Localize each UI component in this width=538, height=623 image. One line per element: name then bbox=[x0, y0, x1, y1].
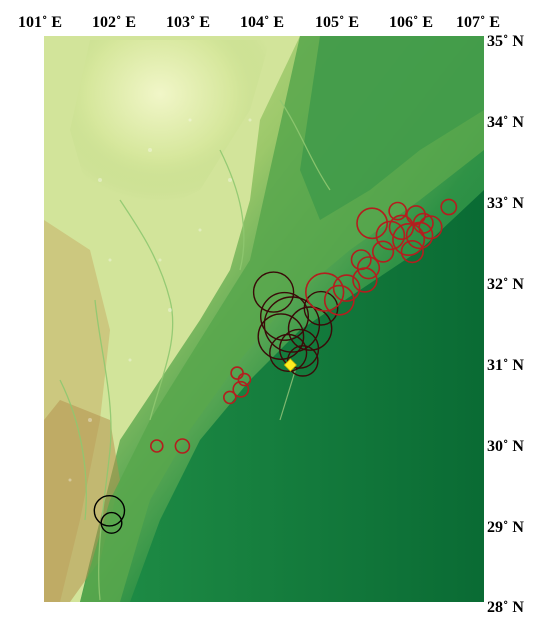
event-circle-13 bbox=[287, 306, 333, 351]
event-circle-21 bbox=[356, 256, 381, 280]
lon-label-107: 107˚ E bbox=[456, 14, 500, 31]
lon-label-104: 104˚ E bbox=[240, 14, 284, 31]
lat-label-35: 35˚ N bbox=[487, 33, 524, 50]
event-circle-27 bbox=[392, 223, 426, 257]
event-circle-0 bbox=[93, 494, 126, 527]
epicenter-diamond-icon bbox=[283, 358, 297, 372]
lat-label-30: 30˚ N bbox=[487, 438, 524, 455]
river-lines bbox=[59, 99, 331, 601]
lon-label-102: 102˚ E bbox=[92, 14, 136, 31]
event-circle-23 bbox=[372, 240, 395, 263]
event-circle-32 bbox=[405, 205, 426, 226]
event-circle-1 bbox=[100, 511, 123, 534]
event-circle-12 bbox=[269, 333, 308, 372]
event-circle-3 bbox=[174, 438, 191, 454]
terrain-northeast-ridge bbox=[300, 36, 484, 220]
event-circle-15 bbox=[260, 291, 310, 341]
terrain-basin bbox=[130, 190, 484, 602]
event-circle-2 bbox=[150, 439, 164, 453]
event-circle-8 bbox=[252, 271, 295, 313]
lat-label-34: 34˚ N bbox=[487, 114, 524, 131]
event-circle-29 bbox=[400, 240, 424, 264]
longitude-labels: 101˚ E 102˚ E 103˚ E 104˚ E 105˚ E 106˚ … bbox=[18, 14, 500, 31]
lat-label-33: 33˚ N bbox=[487, 195, 524, 212]
event-circle-22 bbox=[350, 249, 372, 271]
event-circle-17 bbox=[305, 272, 345, 312]
event-circle-5 bbox=[232, 380, 250, 398]
lon-label-101: 101˚ E bbox=[18, 14, 62, 31]
lon-label-105: 105˚ E bbox=[315, 14, 359, 31]
lat-label-28: 28˚ N bbox=[487, 599, 524, 616]
event-circle-33 bbox=[388, 201, 408, 221]
terrain-plateau bbox=[70, 40, 270, 220]
lat-label-29: 29˚ N bbox=[487, 519, 524, 536]
epicenter-layer bbox=[283, 358, 297, 372]
lat-label-32: 32˚ N bbox=[487, 276, 524, 293]
terrain-layer bbox=[44, 36, 484, 602]
event-circle-16 bbox=[286, 345, 319, 377]
events-layer bbox=[93, 198, 458, 534]
event-circle-7 bbox=[230, 366, 244, 380]
lon-label-103: 103˚ E bbox=[166, 14, 210, 31]
event-circle-26 bbox=[388, 214, 415, 241]
event-circle-19 bbox=[332, 274, 361, 302]
event-circle-34 bbox=[440, 198, 458, 216]
event-circle-14 bbox=[303, 290, 339, 326]
latitude-labels: 35˚ N 34˚ N 33˚ N 32˚ N 31˚ N 30˚ N 29˚ … bbox=[487, 33, 524, 616]
fault-trace bbox=[279, 367, 297, 421]
event-circle-31 bbox=[418, 215, 443, 240]
event-circle-18 bbox=[323, 284, 355, 316]
lat-label-31: 31˚ N bbox=[487, 357, 524, 374]
event-circle-10 bbox=[257, 313, 305, 360]
event-circle-25 bbox=[356, 207, 389, 240]
speckle-texture bbox=[68, 118, 252, 482]
lon-label-106: 106˚ E bbox=[389, 14, 433, 31]
event-circle-4 bbox=[223, 390, 237, 405]
